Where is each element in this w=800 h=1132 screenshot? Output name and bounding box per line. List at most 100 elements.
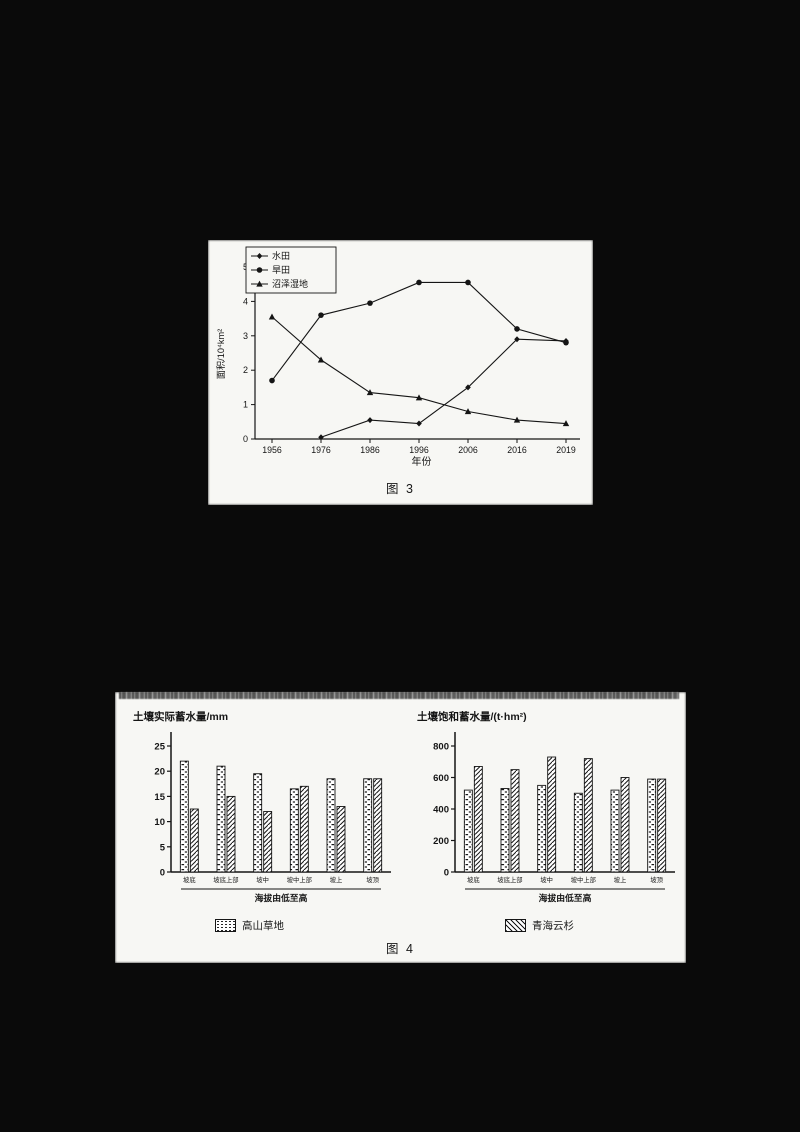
x-axis-label: 海拔由低至高 [539, 892, 592, 903]
diamond-marker [367, 417, 373, 424]
triangle-marker [256, 280, 263, 287]
bar-青海云杉 [226, 795, 236, 873]
chart-title: 土壤饱和蓄水量/(t·hm²) [417, 710, 527, 723]
triangle-marker [366, 389, 374, 396]
category-label: 坡底 [183, 875, 196, 884]
bar-青海云杉 [583, 758, 593, 873]
dots-pattern-swatch [215, 919, 236, 932]
circle-marker [563, 339, 569, 346]
y-tick-label: 600 [433, 773, 449, 784]
y-tick-label: 25 [154, 742, 165, 753]
fig3-axes: 0 1 2 3 4 5 1956 1976 1986 1996 2006 2016 2019 年份 [243, 256, 580, 468]
circle-marker [514, 326, 520, 332]
illegible-text-line [119, 692, 679, 699]
x-axis-label: 年份 [412, 455, 432, 468]
triangle-marker [317, 356, 325, 363]
y-tick-label: 15 [154, 792, 165, 803]
category-label: 坡中上部 [287, 875, 312, 884]
bar-高山草地 [647, 778, 657, 873]
legend-entry-水田: 水田 [272, 250, 290, 261]
bar-高山草地 [463, 789, 473, 873]
line-series-沼泽湿地 [268, 313, 570, 427]
circle-marker [367, 300, 373, 306]
bar-高山草地 [610, 789, 620, 873]
y-tick-label: 1 [243, 400, 248, 410]
circle-marker [318, 312, 324, 318]
triangle-marker [513, 416, 521, 423]
y-tick-label: 5 [160, 842, 166, 853]
triangle-marker [464, 408, 472, 415]
y-axis-label: 面积/10⁴km² [215, 329, 226, 379]
circle-marker [465, 279, 471, 286]
x-tick-label: 2006 [458, 445, 478, 455]
y-tick-label: 200 [433, 836, 449, 847]
legend-alpine-meadow: 高山草地 [215, 918, 284, 933]
figure3-panel: 0 1 2 3 4 5 1956 1976 1986 1996 2006 2016 2019 年份 面积/1… [208, 240, 593, 505]
bar-青海云杉 [299, 785, 309, 873]
fig4-left-bar-chart: 土壤实际蓄水量/mm 0 5 10 15 20 25 坡底 坡底上部 坡中 坡中上部 坡上 坡顶海拔由低… [133, 710, 391, 903]
triangle-marker [268, 313, 276, 320]
legend-label-qinghai-spruce: 青海云杉 [532, 920, 574, 932]
fig4-right-bar-chart: 土壤饱和蓄水量/(t·hm²) 0 200 400 600 800 坡底 坡底上部 坡中 坡中上部… [417, 710, 675, 903]
category-label: 坡顶 [366, 875, 379, 884]
category-label: 坡中 [540, 875, 553, 884]
y-tick-label: 400 [433, 805, 449, 816]
bar-青海云杉 [189, 808, 199, 873]
y-tick-label: 3 [243, 331, 248, 341]
bar-青海云杉 [373, 778, 383, 873]
bar-青海云杉 [263, 811, 273, 873]
category-label: 坡上 [330, 875, 343, 884]
bar-青海云杉 [620, 777, 630, 873]
category-label: 坡中上部 [571, 875, 596, 884]
x-tick-label: 1986 [360, 445, 380, 455]
y-tick-label: 2 [243, 365, 248, 375]
bar-高山草地 [179, 760, 189, 873]
category-label: 坡上 [614, 875, 627, 884]
figure4-panel: 土壤实际蓄水量/mm 0 5 10 15 20 25 坡底 坡底上部 坡中 坡中上部 坡上 坡顶海拔由低… [115, 692, 686, 963]
y-tick-label: 4 [243, 296, 248, 306]
bar-高山草地 [363, 778, 373, 873]
circle-marker [256, 267, 263, 273]
category-label: 坡底上部 [497, 875, 522, 884]
bar-高山草地 [326, 778, 336, 873]
x-tick-label: 2016 [507, 445, 527, 455]
bar-青海云杉 [510, 769, 520, 873]
fig4-caption: 图 4 [386, 942, 415, 956]
y-tick-label: 10 [154, 817, 165, 828]
bar-青海云杉 [657, 778, 667, 873]
circle-marker [416, 279, 422, 286]
category-label: 坡中 [256, 875, 269, 884]
line-series-旱田 [269, 279, 569, 384]
diamond-marker [256, 253, 263, 259]
bar-青海云杉 [473, 766, 483, 873]
circle-marker [269, 377, 275, 384]
bar-青海云杉 [336, 806, 346, 873]
hatch-pattern-swatch [505, 919, 526, 932]
diamond-marker [465, 384, 471, 391]
legend-qinghai-spruce: 青海云杉 [505, 918, 574, 933]
y-tick-label: 0 [243, 434, 248, 444]
y-tick-label: 0 [160, 868, 165, 879]
bar-高山草地 [537, 784, 547, 873]
fig3-line-chart: 0 1 2 3 4 5 1956 1976 1986 1996 2006 2016 2019 年份 面积/1… [215, 246, 580, 468]
bar-高山草地 [216, 765, 226, 873]
x-tick-label: 1976 [311, 445, 331, 455]
x-tick-label: 1996 [409, 445, 429, 455]
diamond-marker [318, 434, 324, 441]
bar-高山草地 [573, 792, 583, 873]
fig3-caption: 图 3 [386, 482, 415, 496]
y-tick-label: 20 [154, 767, 165, 778]
category-label: 坡底上部 [213, 875, 238, 884]
x-tick-label: 2019 [556, 445, 576, 455]
category-label: 坡顶 [650, 875, 663, 884]
bar-高山草地 [500, 788, 510, 873]
legend-entry-旱田: 旱田 [272, 265, 290, 275]
chart-title: 土壤实际蓄水量/mm [133, 710, 228, 723]
triangle-marker [562, 420, 570, 427]
x-tick-label: 1956 [262, 445, 282, 455]
bar-高山草地 [289, 788, 299, 873]
line-series-水田 [318, 336, 569, 441]
y-tick-label: 5 [243, 262, 248, 272]
